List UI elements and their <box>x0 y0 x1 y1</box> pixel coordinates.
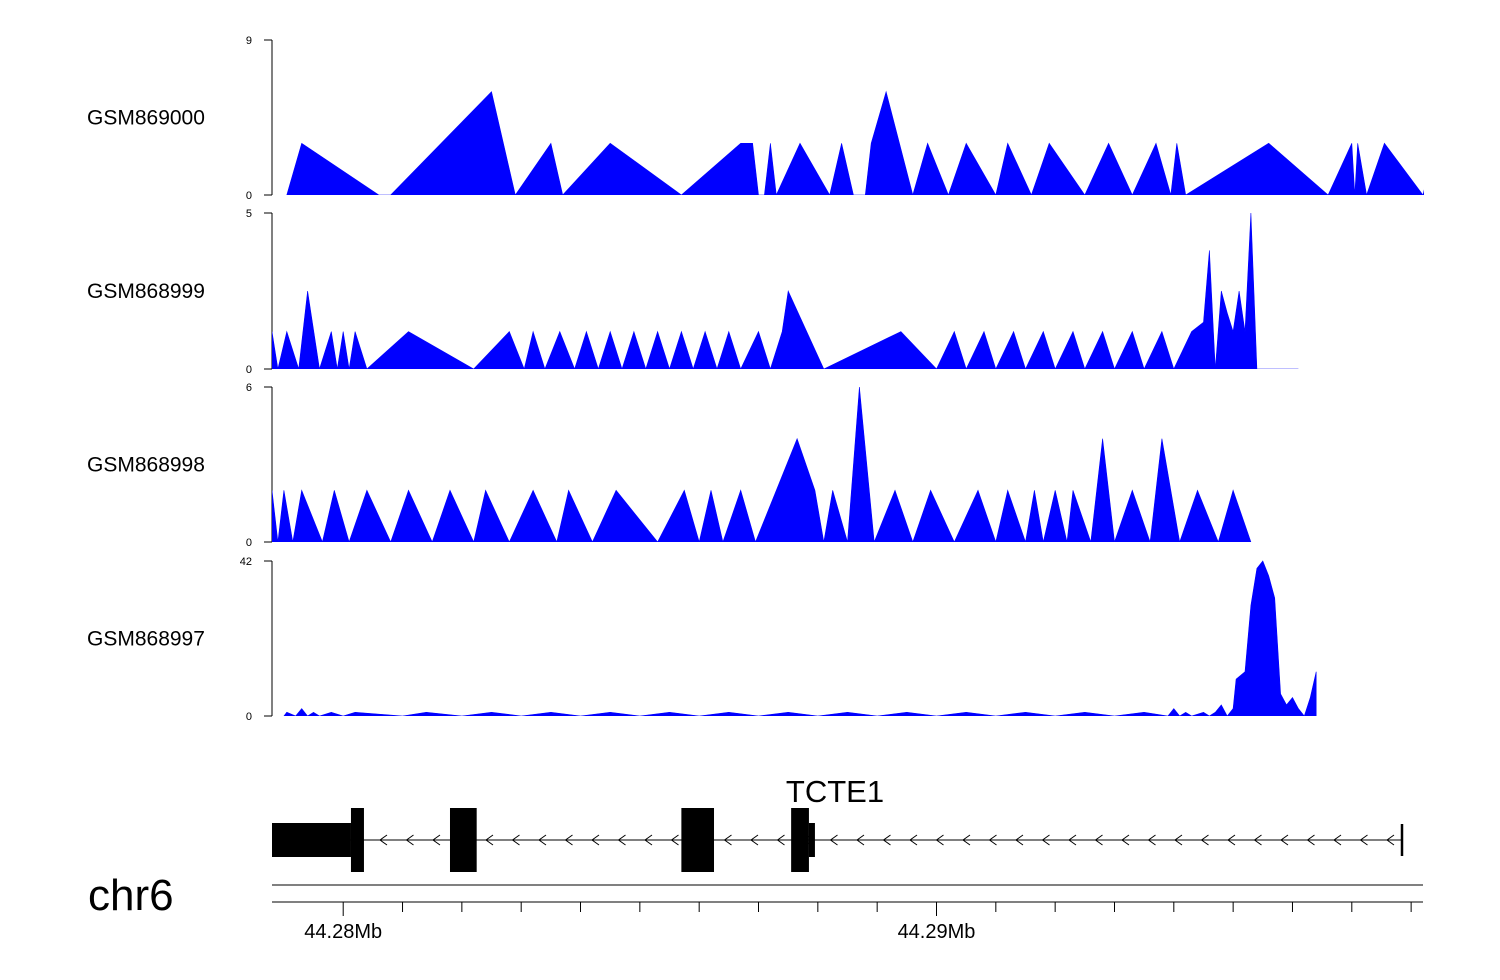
signal-area-gsm868998 <box>272 386 1252 542</box>
genome-axis: chr6 44.28Mb 44.29Mb <box>88 871 1423 943</box>
strand-arrow-icon <box>750 834 759 846</box>
strand-arrow-icon <box>1386 834 1395 846</box>
y-tick-label-max: 6 <box>246 382 252 394</box>
strand-arrow-icon <box>670 834 679 846</box>
exon-2 <box>449 808 477 872</box>
strand-arrow-icon <box>379 834 388 846</box>
signal-tracks: GSM86900090GSM86899950GSM86899860GSM8689… <box>87 35 1424 723</box>
strand-arrow-icon <box>485 834 494 846</box>
signal-area-gsm868999 <box>272 212 1299 369</box>
strand-arrow-icon <box>564 834 573 846</box>
strand-arrow-icon <box>1227 834 1236 846</box>
strand-arrow-icon <box>856 834 865 846</box>
strand-arrow-icon <box>1068 834 1077 846</box>
gene-tcte1: TCTE1 <box>272 774 1404 872</box>
strand-arrow-icon <box>1200 834 1209 846</box>
signal-area-gsm868997 <box>283 560 1317 716</box>
exon-3 <box>681 808 715 872</box>
strand-arrow-icon <box>882 834 891 846</box>
strand-arrow-icon <box>962 834 971 846</box>
strand-arrow-icon <box>538 834 547 846</box>
strand-arrow-icon <box>1253 834 1262 846</box>
track-gsm869000: GSM869000 9 0 <box>87 35 1424 202</box>
y-tick-label-min: 0 <box>246 190 252 202</box>
x-tick-label: 44.28Mb <box>304 921 382 943</box>
strand-arrow-icon <box>776 834 785 846</box>
exon-utr-end <box>808 823 815 857</box>
strand-arrow-icon <box>1041 834 1050 846</box>
y-tick-label-min: 0 <box>246 537 252 549</box>
strand-arrow-icon <box>1174 834 1183 846</box>
strand-arrow-icon <box>1147 834 1156 846</box>
strand-arrow-icon <box>1121 834 1130 846</box>
track-gsm868999: GSM868999 5 0 <box>87 208 1299 376</box>
strand-arrow-icon <box>1015 834 1024 846</box>
x-tick-label: 44.29Mb <box>898 921 976 943</box>
signal-area-gsm869000 <box>286 90 1424 195</box>
strand-arrow-icon <box>1333 834 1342 846</box>
chromosome-label: chr6 <box>88 871 174 920</box>
exon-utr <box>272 823 351 857</box>
strand-arrow-icon <box>591 834 600 846</box>
y-tick-label-min: 0 <box>246 711 252 723</box>
strand-arrow-icon <box>617 834 626 846</box>
strand-arrow-icon <box>829 834 838 846</box>
y-tick-label-max: 5 <box>246 208 252 220</box>
strand-arrow-icon <box>1094 834 1103 846</box>
strand-arrow-icon <box>988 834 997 846</box>
exon-1 <box>350 808 364 872</box>
y-tick-label-max: 9 <box>246 35 252 47</box>
exon-4 <box>791 808 809 872</box>
track-label: GSM869000 <box>87 107 205 130</box>
strand-arrow-icon <box>909 834 918 846</box>
track-label: GSM868998 <box>87 454 205 477</box>
track-label: GSM868999 <box>87 280 205 303</box>
track-gsm868997: GSM868997 42 0 <box>87 556 1317 723</box>
strand-arrow-icon <box>723 834 732 846</box>
y-tick-label-min: 0 <box>246 364 252 376</box>
strand-arrow-icon <box>1359 834 1368 846</box>
y-tick-label-max: 42 <box>240 556 252 568</box>
gene-model-track: TCTE1 <box>272 774 1404 872</box>
strand-arrow-icon <box>1280 834 1289 846</box>
gene-name-label: TCTE1 <box>786 774 884 809</box>
strand-arrow-icon <box>511 834 520 846</box>
strand-arrow-icon <box>644 834 653 846</box>
strand-arrow-icon <box>935 834 944 846</box>
strand-arrow-icon <box>432 834 441 846</box>
strand-arrow-icon <box>1306 834 1315 846</box>
strand-arrow-icon <box>405 834 414 846</box>
track-gsm868998: GSM868998 6 0 <box>87 382 1252 549</box>
track-label: GSM868997 <box>87 628 205 651</box>
